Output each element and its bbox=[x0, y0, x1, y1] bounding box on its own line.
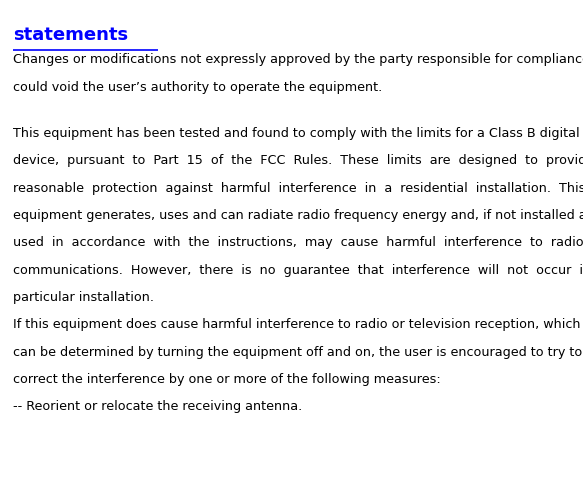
Text: can be determined by turning the equipment off and on, the user is encouraged to: can be determined by turning the equipme… bbox=[13, 345, 582, 358]
Text: equipment generates, uses and can radiate radio frequency energy and, if not ins: equipment generates, uses and can radiat… bbox=[13, 208, 583, 221]
Text: correct the interference by one or more of the following measures:: correct the interference by one or more … bbox=[13, 372, 440, 385]
Text: device,  pursuant  to  Part  15  of  the  FCC  Rules.  These  limits  are  desig: device, pursuant to Part 15 of the FCC R… bbox=[13, 154, 583, 167]
Text: communications.  However,  there  is  no  guarantee  that  interference  will  n: communications. However, there is no gua… bbox=[13, 263, 583, 276]
Text: Changes or modifications not expressly approved by the party responsible for com: Changes or modifications not expressly a… bbox=[13, 53, 583, 66]
Text: This equipment has been tested and found to comply with the limits for a Class B: This equipment has been tested and found… bbox=[13, 127, 580, 140]
Text: If this equipment does cause harmful interference to radio or television recepti: If this equipment does cause harmful int… bbox=[13, 318, 580, 331]
Text: reasonable  protection  against  harmful  interference  in  a  residential  inst: reasonable protection against harmful in… bbox=[13, 181, 583, 194]
Text: particular installation.: particular installation. bbox=[13, 290, 154, 303]
Text: used  in  accordance  with  the  instructions,  may  cause  harmful  interferenc: used in accordance with the instructions… bbox=[13, 236, 583, 249]
Text: could void the user’s authority to operate the equipment.: could void the user’s authority to opera… bbox=[13, 81, 382, 94]
Text: -- Reorient or relocate the receiving antenna.: -- Reorient or relocate the receiving an… bbox=[13, 399, 302, 412]
Text: statements: statements bbox=[13, 26, 128, 44]
